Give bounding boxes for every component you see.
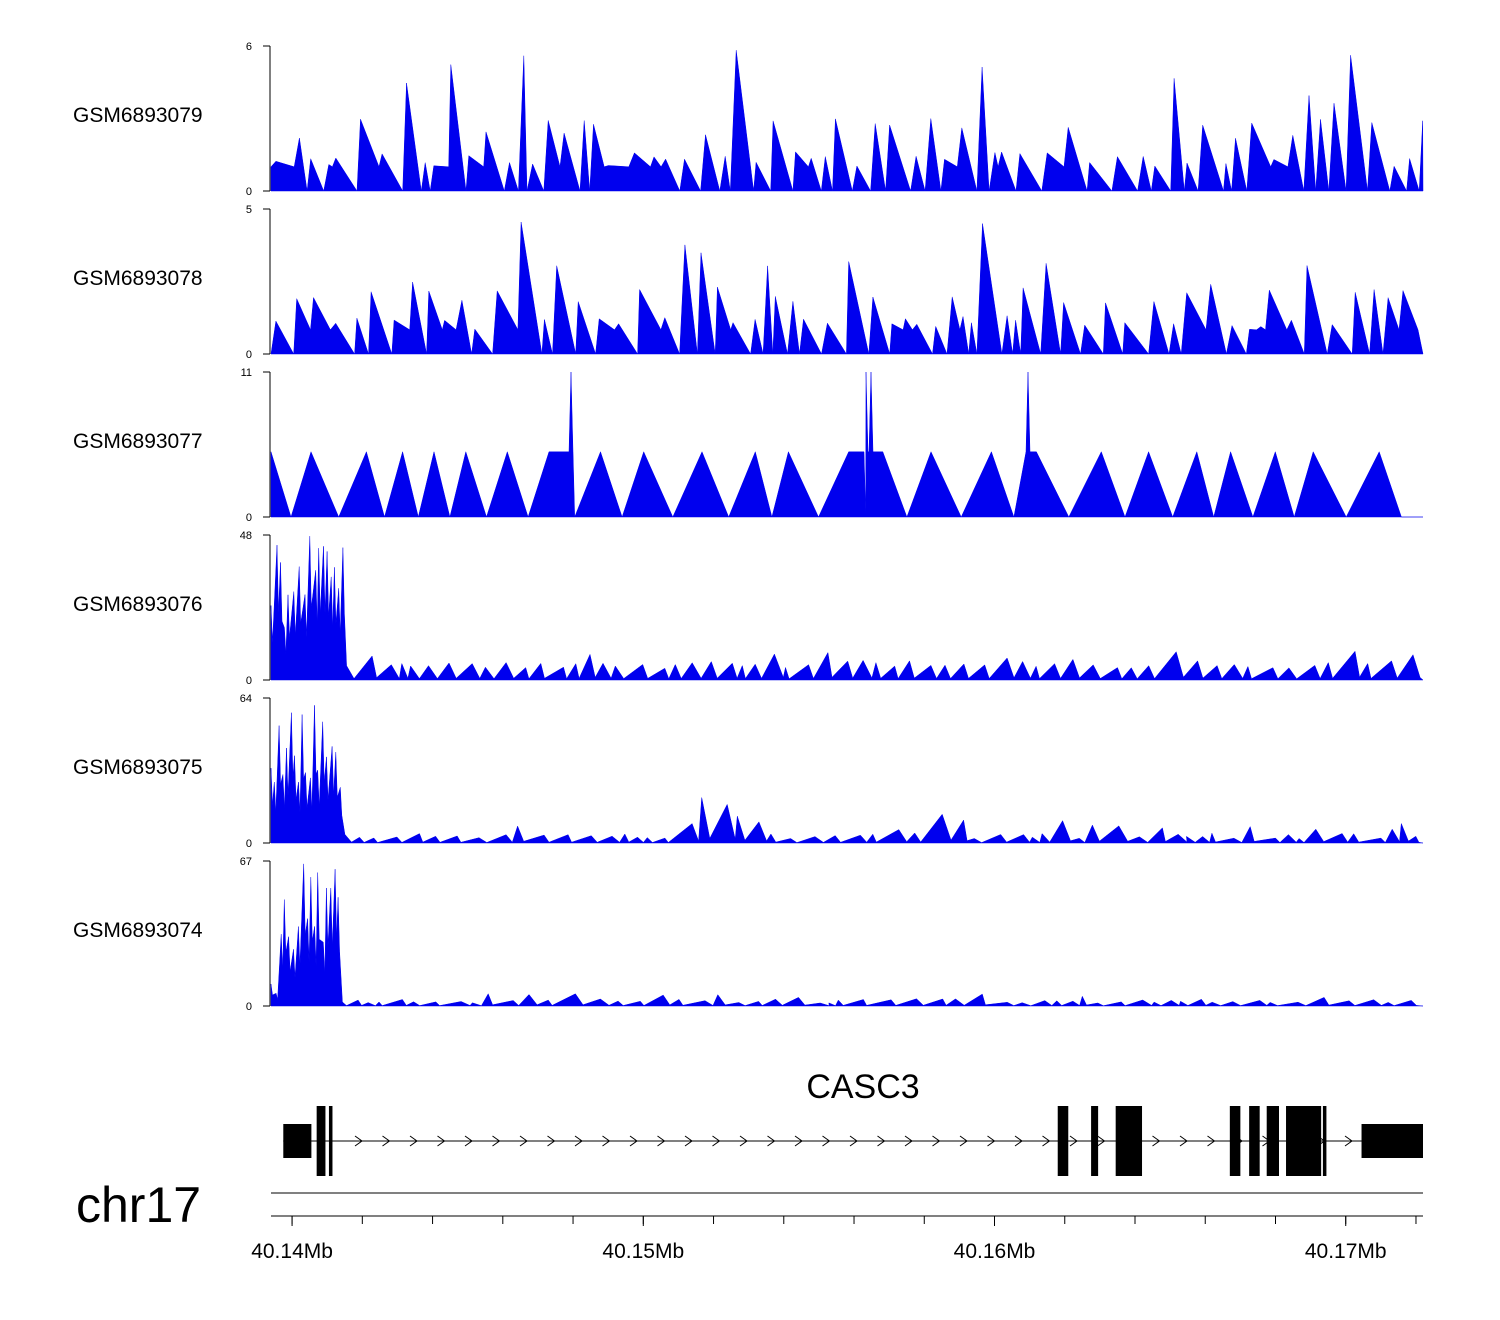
strand-arrow	[1344, 1135, 1353, 1147]
strand-arrow	[1042, 1135, 1051, 1147]
x-tick-label: 40.15Mb	[602, 1240, 684, 1263]
gene-exon	[1091, 1106, 1099, 1176]
strand-arrow	[959, 1135, 968, 1147]
track-label: GSM6893075	[73, 756, 203, 779]
strand-arrow	[932, 1135, 941, 1147]
track-GSM6893077: GSM6893077 11 0	[73, 367, 1423, 524]
y-tick-min-label: 0	[246, 186, 252, 198]
strand-arrow	[574, 1135, 583, 1147]
track-label: GSM6893077	[73, 430, 203, 453]
track-GSM6893078: GSM6893078 5 0	[73, 204, 1424, 361]
coverage-area	[270, 536, 1424, 681]
strand-arrow	[684, 1135, 693, 1147]
track-GSM6893074: GSM6893074 67 0	[73, 856, 1424, 1013]
strand-arrow	[1152, 1135, 1161, 1147]
gene-exon	[1229, 1106, 1241, 1176]
strand-arrow	[904, 1135, 913, 1147]
y-tick-max-label: 64	[240, 693, 252, 705]
y-tick-max-label: 67	[240, 856, 252, 868]
gene-exon	[1115, 1106, 1143, 1176]
strand-arrow	[657, 1135, 666, 1147]
x-tick-label: 40.16Mb	[954, 1240, 1036, 1263]
gene-exon	[1057, 1106, 1069, 1176]
coverage-area	[270, 50, 1424, 192]
y-tick-max-label: 5	[246, 204, 252, 216]
strand-arrow	[1097, 1135, 1106, 1147]
strand-arrow	[712, 1135, 721, 1147]
strand-arrow	[492, 1135, 501, 1147]
y-tick-min-label: 0	[246, 512, 252, 524]
gene-exon	[1266, 1106, 1279, 1176]
y-tick-min-label: 0	[246, 838, 252, 850]
strand-arrow	[354, 1135, 363, 1147]
strand-arrow	[602, 1135, 611, 1147]
coverage-area	[270, 863, 1424, 1007]
track-label: GSM6893079	[73, 104, 203, 127]
strand-arrow	[547, 1135, 556, 1147]
strand-arrow	[519, 1135, 528, 1147]
y-tick-min-label: 0	[246, 349, 252, 361]
strand-arrow	[1207, 1135, 1216, 1147]
track-GSM6893079: GSM6893079 6 0	[73, 41, 1424, 198]
gene-exon	[1286, 1106, 1322, 1176]
gene-annotation-track: CASC3	[283, 1068, 1423, 1176]
strand-arrow	[822, 1135, 831, 1147]
y-tick-min-label: 0	[246, 1001, 252, 1013]
strand-arrow	[1069, 1135, 1078, 1147]
strand-arrow	[987, 1135, 996, 1147]
coverage-area	[270, 705, 1424, 844]
y-tick-max-label: 48	[240, 530, 252, 542]
track-GSM6893075: GSM6893075 64 0	[73, 693, 1424, 850]
x-tick-label: 40.14Mb	[251, 1240, 333, 1263]
strand-arrow	[794, 1135, 803, 1147]
coverage-area	[270, 221, 1424, 355]
strand-arrow	[877, 1135, 886, 1147]
strand-arrow	[1014, 1135, 1023, 1147]
chromosome-label: chr17	[76, 1177, 201, 1233]
gene-exon	[1322, 1106, 1327, 1176]
strand-arrow	[437, 1135, 446, 1147]
gene-name-label: CASC3	[806, 1068, 919, 1106]
y-tick-min-label: 0	[246, 675, 252, 687]
gene-exon	[283, 1124, 312, 1158]
track-label: GSM6893078	[73, 267, 203, 290]
genome-axis: chr17 40.14Mb 40.15Mb 40.16Mb 40.17Mb	[76, 1177, 1423, 1263]
strand-arrow	[767, 1135, 776, 1147]
gene-exon	[328, 1106, 333, 1176]
gene-exon	[1361, 1124, 1423, 1158]
strand-arrow	[409, 1135, 418, 1147]
strand-arrow	[464, 1135, 473, 1147]
gene-exon	[1249, 1106, 1260, 1176]
gene-exon	[316, 1106, 326, 1176]
track-label: GSM6893074	[73, 919, 203, 942]
strand-arrow	[382, 1135, 391, 1147]
strand-arrow	[629, 1135, 638, 1147]
track-GSM6893076: GSM6893076 48 0	[73, 530, 1424, 687]
y-tick-max-label: 11	[241, 367, 252, 379]
track-label: GSM6893076	[73, 593, 203, 616]
strand-arrow	[849, 1135, 858, 1147]
strand-arrow	[1179, 1135, 1188, 1147]
coverage-tracks: GSM689307960GSM689307850GSM6893077110GSM…	[73, 41, 1424, 1013]
coverage-area	[270, 371, 1423, 518]
x-tick-label: 40.17Mb	[1305, 1240, 1387, 1263]
y-tick-max-label: 6	[246, 41, 252, 53]
strand-arrow	[739, 1135, 748, 1147]
